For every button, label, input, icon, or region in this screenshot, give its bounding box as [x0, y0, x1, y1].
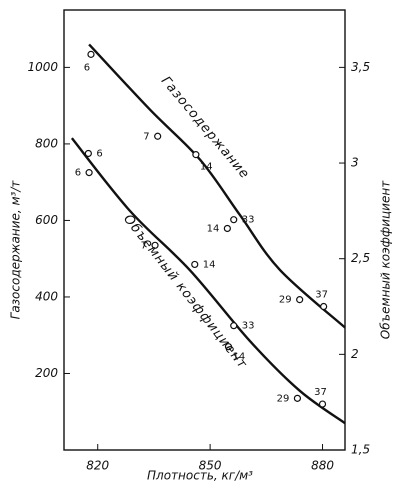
point-label: 37	[315, 290, 328, 301]
y2-tick-label: 3,5	[351, 60, 370, 74]
y-tick-label: 1000	[27, 60, 58, 74]
point-label: 33	[242, 321, 255, 332]
data-point	[87, 50, 95, 58]
y-tick-label: 400	[35, 289, 58, 303]
data-point	[320, 302, 328, 311]
curve-label: Объемный коэффициент	[120, 212, 250, 372]
x-tick-label: 820	[86, 459, 109, 473]
data-point	[151, 241, 159, 249]
y-axis-label: Газосодержание, м³/т	[9, 180, 23, 320]
plot-frame	[63, 9, 346, 451]
curve	[88, 43, 346, 329]
data-point	[223, 224, 231, 233]
data-point	[293, 394, 302, 402]
data-point	[296, 296, 304, 304]
y-tick-label: 200	[35, 366, 58, 380]
x-tick-label: 880	[311, 459, 334, 473]
point-label: 7	[143, 131, 149, 142]
y2-tick-label: 2	[351, 347, 359, 361]
point-label: 37	[314, 387, 327, 398]
point-label: 6	[75, 168, 81, 179]
point-label: 6	[84, 62, 90, 73]
point-label: 14	[203, 259, 216, 270]
x-axis-label: Плотность, кг/м³	[147, 469, 253, 483]
data-point	[192, 151, 200, 159]
data-point	[154, 132, 162, 140]
point-label: 33	[242, 215, 255, 226]
point-label: 29	[277, 393, 290, 404]
y2-tick-label: 1,5	[351, 443, 370, 457]
y-tick-label: 600	[35, 213, 58, 227]
data-point	[230, 216, 238, 224]
y2-tick-label: 3	[351, 156, 359, 170]
point-label: 14	[232, 352, 245, 363]
data-point	[224, 343, 233, 351]
curve	[70, 137, 346, 425]
data-point	[318, 400, 327, 408]
y2-axis-label: Объемный коэффициент	[379, 180, 393, 339]
y-tick-label: 800	[35, 136, 58, 150]
point-label: 14	[207, 223, 220, 234]
point-label: 29	[279, 295, 292, 306]
point-label: 14	[200, 162, 213, 173]
data-point	[85, 169, 93, 177]
data-point	[191, 260, 199, 269]
y2-tick-label: 2,5	[351, 251, 370, 265]
data-point	[230, 322, 238, 330]
x-tick-label: 850	[199, 459, 222, 473]
point-label: 7	[141, 240, 147, 251]
data-point	[84, 149, 92, 158]
point-label: 6	[96, 148, 102, 159]
